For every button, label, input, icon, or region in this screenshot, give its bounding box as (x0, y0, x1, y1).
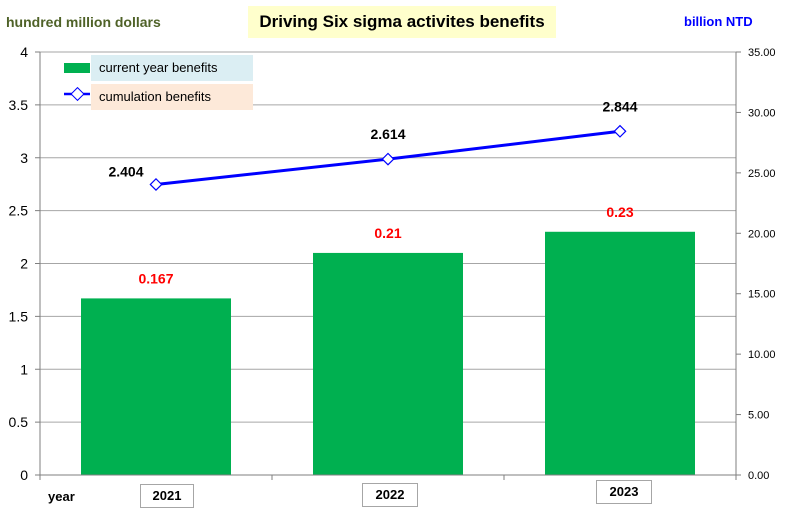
line-data-label: 2.614 (370, 126, 405, 142)
left-axis-tick-label: 1 (20, 361, 28, 377)
legend-bar-label: current year benefits (91, 55, 253, 81)
legend-line-label: cumulation benefits (91, 84, 253, 110)
category-label-2021: 2021 (140, 484, 194, 508)
line-data-label: 2.844 (602, 98, 637, 114)
line-point-2021 (149, 177, 163, 191)
line-point-2023 (613, 124, 627, 138)
right-axis-unit-label: billion NTD (684, 14, 753, 29)
bar-data-label: 0.23 (606, 204, 633, 220)
bar-data-label: 0.21 (374, 225, 401, 241)
bar-2021 (81, 298, 231, 475)
left-axis-tick-label: 4 (20, 44, 28, 60)
left-axis-tick-label: 1.5 (9, 308, 29, 324)
right-axis-tick-label: 5.00 (748, 410, 769, 422)
right-axis-tick-label: 0.00 (748, 470, 769, 482)
right-axis-tick-label: 10.00 (748, 349, 776, 361)
right-axis-tick-label: 20.00 (748, 228, 776, 240)
category-label-2022: 2022 (362, 483, 418, 507)
bar-2023 (545, 231, 695, 475)
left-axis-unit-label: hundred million dollars (6, 14, 161, 30)
left-axis-tick-label: 0.5 (9, 414, 29, 430)
category-label-2023: 2023 (596, 480, 652, 504)
left-axis-tick-label: 0 (20, 467, 28, 483)
line-data-label: 2.404 (108, 163, 143, 179)
x-axis-label: year (48, 489, 75, 504)
legend-line-swatch (64, 86, 90, 102)
line-point-2022 (381, 152, 395, 166)
legend-bar-swatch (64, 63, 90, 73)
bar-data-label: 0.167 (138, 270, 173, 286)
left-axis-tick-label: 2 (20, 256, 28, 272)
right-axis-tick-label: 15.00 (748, 289, 776, 301)
bar-2022 (313, 252, 463, 475)
right-axis-tick-label: 25.00 (748, 168, 776, 180)
right-axis-tick-label: 30.00 (748, 107, 776, 119)
chart-title: Driving Six sigma activites benefits (248, 6, 556, 38)
left-axis-tick-label: 3 (20, 150, 28, 166)
left-axis-tick-label: 2.5 (9, 203, 29, 219)
left-axis-tick-label: 3.5 (9, 97, 29, 113)
right-axis-tick-label: 35.00 (748, 47, 776, 59)
